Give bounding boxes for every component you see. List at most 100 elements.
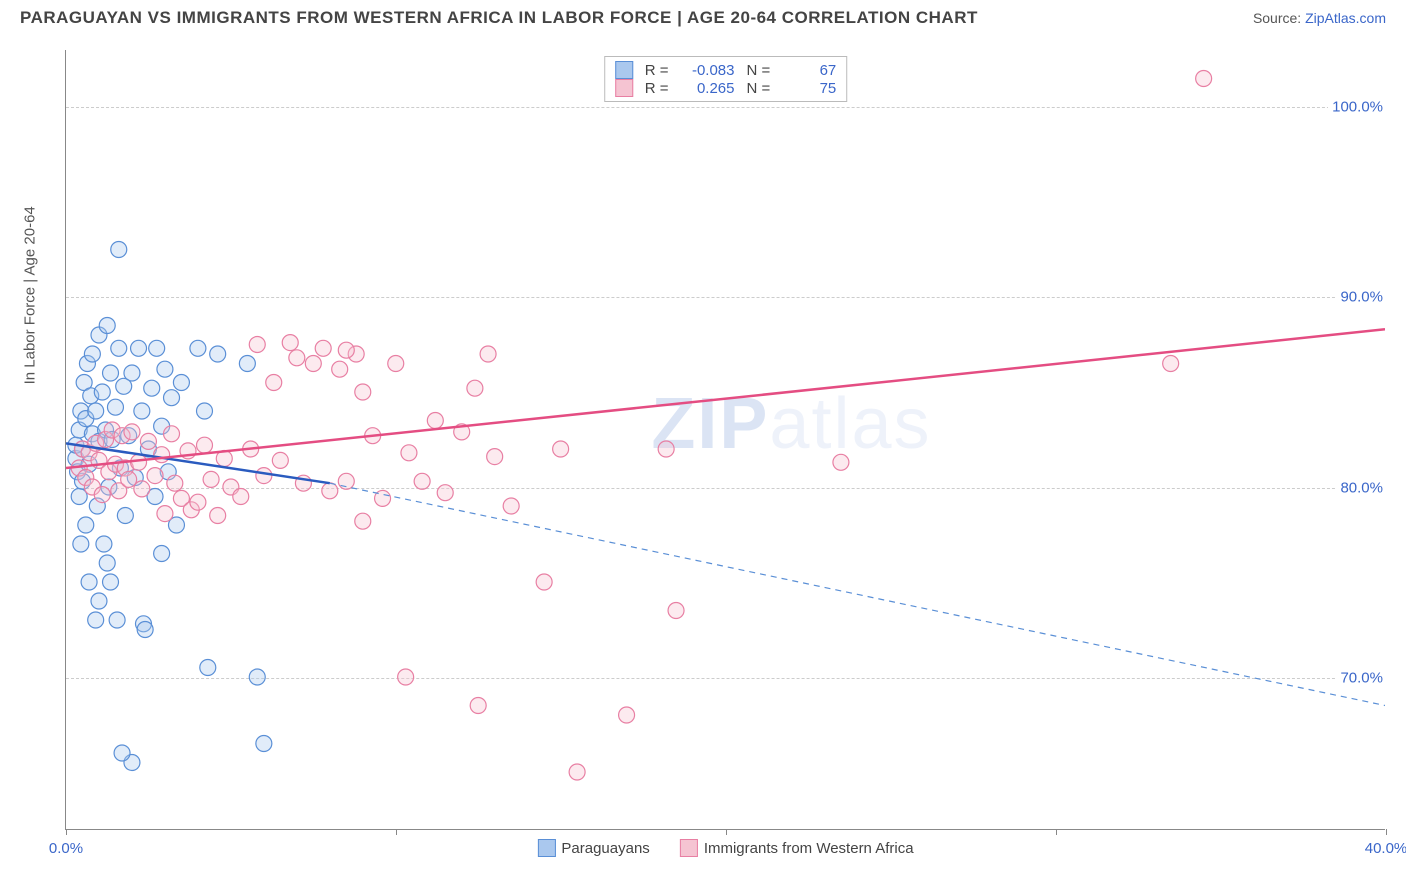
data-point-pink — [164, 426, 180, 442]
data-point-pink — [355, 513, 371, 529]
data-point-pink — [487, 449, 503, 465]
x-tick-label: 0.0% — [49, 840, 83, 857]
data-point-pink — [315, 340, 331, 356]
data-point-pink — [332, 361, 348, 377]
data-point-pink — [401, 445, 417, 461]
data-point-blue — [117, 508, 133, 524]
source-attribution: Source: ZipAtlas.com — [1253, 10, 1386, 26]
data-point-blue — [197, 403, 213, 419]
data-point-blue — [91, 593, 107, 609]
stat-r-val-pink: 0.265 — [675, 80, 735, 97]
data-point-blue — [73, 536, 89, 552]
swatch-blue — [615, 61, 633, 79]
source-link[interactable]: ZipAtlas.com — [1305, 10, 1386, 26]
y-axis-label: In Labor Force | Age 20-64 — [22, 206, 39, 384]
data-point-pink — [414, 473, 430, 489]
swatch-pink — [615, 79, 633, 97]
data-point-blue — [88, 403, 104, 419]
data-point-pink — [322, 483, 338, 499]
data-point-pink — [553, 441, 569, 457]
data-point-pink — [388, 356, 404, 372]
data-point-blue — [103, 574, 119, 590]
data-point-pink — [154, 447, 170, 463]
data-point-blue — [124, 365, 140, 381]
data-point-pink — [203, 471, 219, 487]
data-point-blue — [107, 399, 123, 415]
data-point-pink — [619, 707, 635, 723]
data-point-pink — [134, 481, 150, 497]
data-point-blue — [109, 612, 125, 628]
data-point-pink — [437, 485, 453, 501]
data-point-pink — [338, 342, 354, 358]
data-point-pink — [140, 433, 156, 449]
legend-item: Paraguayans — [537, 839, 649, 857]
data-point-blue — [103, 365, 119, 381]
data-point-blue — [99, 318, 115, 334]
data-point-blue — [173, 375, 189, 391]
data-point-pink — [249, 337, 265, 353]
data-point-pink — [147, 468, 163, 484]
legend-stats: R = -0.083 N = 67 R = 0.265 N = 75 — [604, 56, 848, 102]
data-point-blue — [81, 574, 97, 590]
stat-n-val-pink: 75 — [776, 80, 836, 97]
data-point-pink — [536, 574, 552, 590]
x-tick-label: 40.0% — [1365, 840, 1406, 857]
data-point-pink — [305, 356, 321, 372]
x-tick-mark — [1056, 829, 1057, 835]
data-point-blue — [84, 346, 100, 362]
data-point-pink — [398, 669, 414, 685]
trendline-pink — [66, 329, 1385, 468]
data-point-blue — [94, 384, 110, 400]
data-point-pink — [470, 698, 486, 714]
stat-r-val-blue: -0.083 — [675, 62, 735, 79]
data-point-pink — [190, 494, 206, 510]
data-point-blue — [154, 546, 170, 562]
data-point-pink — [197, 437, 213, 453]
data-point-pink — [256, 468, 272, 484]
stat-n-label-blue: N = — [747, 62, 771, 79]
data-point-pink — [467, 380, 483, 396]
data-point-pink — [289, 350, 305, 366]
data-point-pink — [210, 508, 226, 524]
plot-area: ZIPatlas R = -0.083 N = 67 R = 0.265 N =… — [65, 50, 1385, 830]
data-point-blue — [134, 403, 150, 419]
chart-header: PARAGUAYAN VS IMMIGRANTS FROM WESTERN AF… — [0, 0, 1406, 32]
data-point-blue — [137, 622, 153, 638]
data-point-pink — [233, 489, 249, 505]
stat-r-label-pink: R = — [645, 80, 669, 97]
data-point-pink — [167, 475, 183, 491]
data-point-pink — [569, 764, 585, 780]
legend-stats-row-pink: R = 0.265 N = 75 — [615, 79, 837, 97]
data-point-blue — [131, 340, 147, 356]
data-point-pink — [124, 424, 140, 440]
data-point-pink — [833, 454, 849, 470]
data-point-pink — [480, 346, 496, 362]
x-tick-mark — [1386, 829, 1387, 835]
legend-item: Immigrants from Western Africa — [680, 839, 914, 857]
data-point-blue — [99, 555, 115, 571]
data-point-pink — [668, 603, 684, 619]
data-point-pink — [1196, 71, 1212, 87]
data-point-pink — [157, 506, 173, 522]
data-point-pink — [272, 452, 288, 468]
legend-label: Paraguayans — [561, 840, 649, 857]
data-point-blue — [200, 660, 216, 676]
chart-container: In Labor Force | Age 20-64 ZIPatlas R = … — [30, 40, 1390, 890]
data-point-pink — [266, 375, 282, 391]
data-point-blue — [210, 346, 226, 362]
data-point-blue — [88, 612, 104, 628]
x-tick-mark — [66, 829, 67, 835]
x-tick-mark — [396, 829, 397, 835]
data-point-blue — [111, 340, 127, 356]
data-point-blue — [144, 380, 160, 396]
legend-bottom: Paraguayans Immigrants from Western Afric… — [537, 839, 913, 857]
data-point-blue — [249, 669, 265, 685]
data-point-pink — [131, 454, 147, 470]
legend-label: Immigrants from Western Africa — [704, 840, 914, 857]
data-point-pink — [282, 335, 298, 351]
data-point-blue — [96, 536, 112, 552]
data-point-blue — [239, 356, 255, 372]
data-point-blue — [114, 745, 130, 761]
data-point-blue — [149, 340, 165, 356]
data-point-blue — [256, 736, 272, 752]
